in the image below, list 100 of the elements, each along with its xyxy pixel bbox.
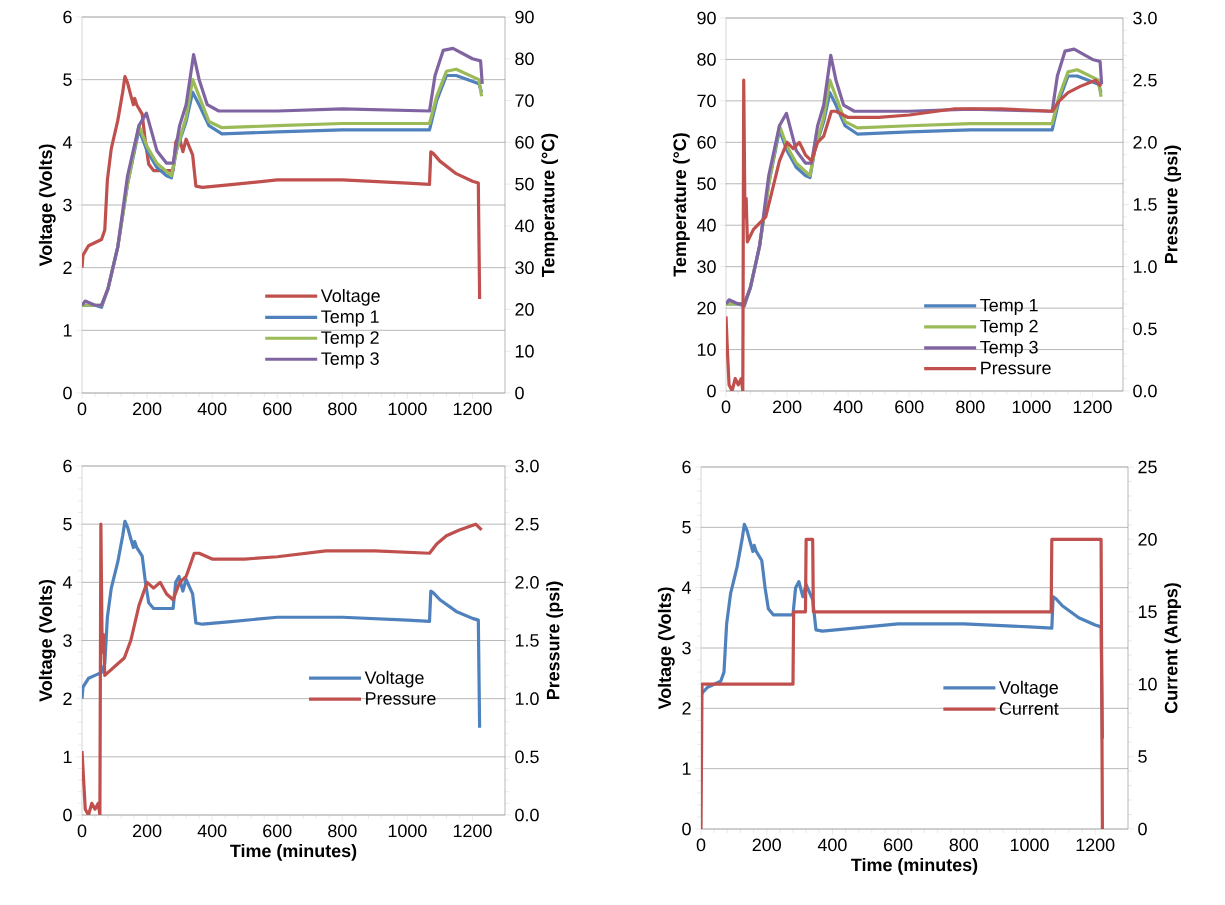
y2-tick-label: 3.0 bbox=[1133, 11, 1157, 25]
y2-tick-label: 10 bbox=[1138, 677, 1157, 691]
y-tick-label: 3 bbox=[63, 634, 72, 647]
y-axis-title: Temperature (°C) bbox=[672, 133, 690, 277]
y-axis-title: Voltage (Volts) bbox=[657, 587, 675, 710]
y2-axis-title: Current (Amps) bbox=[1164, 583, 1182, 714]
y2-tick-label: 1.0 bbox=[1133, 260, 1157, 273]
y-tick-label: 5 bbox=[63, 73, 72, 86]
y-tick-label: 3 bbox=[63, 198, 72, 212]
y2-tick-label: 2.0 bbox=[515, 575, 539, 589]
legend-label: Voltage bbox=[999, 680, 1058, 698]
x-tick-label: 1200 bbox=[453, 824, 492, 838]
y-tick-label: 10 bbox=[697, 343, 716, 356]
x-tick-label: 0 bbox=[77, 402, 87, 416]
y2-tick-label: 0.5 bbox=[1133, 322, 1157, 336]
y2-tick-label: 2.5 bbox=[1133, 73, 1157, 87]
y2-tick-label: 20 bbox=[1138, 533, 1157, 546]
legend-label: Voltage bbox=[364, 670, 424, 688]
x-tick-label: 600 bbox=[263, 824, 292, 838]
x-tick-label: 1200 bbox=[453, 402, 492, 416]
y-tick-label: 80 bbox=[697, 53, 716, 66]
y2-axis-title: Pressure (psi) bbox=[546, 581, 564, 700]
y2-tick-label: 90 bbox=[515, 10, 534, 24]
y2-tick-label: 15 bbox=[1138, 605, 1157, 619]
y-tick-label: 1 bbox=[63, 324, 72, 337]
y-tick-label: 4 bbox=[62, 576, 72, 589]
y2-tick-label: 10 bbox=[515, 344, 534, 358]
y2-tick-label: 5 bbox=[1138, 750, 1147, 763]
y-tick-label: 1 bbox=[682, 762, 691, 775]
y2-tick-label: 0.0 bbox=[1133, 384, 1157, 398]
y2-tick-label: 2.0 bbox=[1133, 135, 1157, 149]
x-axis-title: Time (minutes) bbox=[851, 858, 978, 875]
x-tick-label: 200 bbox=[773, 400, 802, 414]
y-tick-label: 2 bbox=[63, 692, 72, 705]
x-tick-label: 800 bbox=[328, 824, 357, 838]
x-tick-label: 1000 bbox=[388, 402, 427, 416]
y-tick-label: 40 bbox=[696, 218, 716, 232]
y2-tick-label: 3.0 bbox=[515, 459, 539, 473]
y-tick-label: 90 bbox=[697, 11, 716, 25]
y-tick-label: 70 bbox=[697, 94, 716, 108]
x-tick-label: 1000 bbox=[1012, 400, 1051, 414]
y2-tick-label: 1.5 bbox=[1133, 198, 1157, 211]
legend-label: Voltage bbox=[320, 288, 380, 306]
y-tick-label: 20 bbox=[697, 301, 716, 315]
y2-tick-label: 40 bbox=[514, 219, 534, 233]
legend-label: Pressure bbox=[366, 692, 436, 705]
x-axis-title: Time (minutes) bbox=[230, 844, 357, 861]
y2-tick-label: 30 bbox=[515, 261, 534, 274]
y-tick-label: 30 bbox=[697, 260, 716, 274]
y-tick-label: 3 bbox=[682, 641, 691, 655]
x-tick-label: 0 bbox=[721, 400, 731, 414]
y-tick-label: 2 bbox=[682, 702, 691, 715]
x-tick-label: 800 bbox=[949, 838, 979, 852]
legend-label: Temp 3 bbox=[980, 340, 1038, 358]
y-tick-label: 6 bbox=[63, 459, 72, 473]
legend-label: Temp 2 bbox=[980, 319, 1038, 337]
x-tick-label: 400 bbox=[833, 400, 863, 414]
y2-axis-title: Temperature (°C) bbox=[541, 133, 559, 277]
x-tick-label: 200 bbox=[752, 838, 781, 852]
y-tick-label: 5 bbox=[63, 517, 72, 531]
legend-label: Temp 2 bbox=[321, 331, 379, 348]
y-tick-label: 60 bbox=[697, 135, 716, 149]
x-tick-label: 1000 bbox=[1010, 838, 1049, 852]
y-axis-title: Voltage (Volts) bbox=[38, 144, 56, 267]
x-tick-label: 600 bbox=[263, 402, 292, 416]
y-tick-label: 2 bbox=[63, 261, 72, 274]
y-tick-label: 4 bbox=[681, 581, 691, 594]
y-tick-label: 6 bbox=[63, 10, 72, 24]
x-tick-label: 1200 bbox=[1073, 400, 1112, 414]
y-tick-label: 1 bbox=[63, 750, 72, 763]
y2-tick-label: 70 bbox=[515, 94, 534, 107]
y-tick-label: 50 bbox=[697, 177, 716, 191]
y2-tick-label: 0 bbox=[515, 386, 524, 400]
y2-tick-label: 50 bbox=[515, 177, 534, 191]
y2-tick-label: 2.5 bbox=[515, 517, 539, 531]
legend-label: Temp 1 bbox=[980, 298, 1038, 316]
y-axis-title: Voltage (Volts) bbox=[38, 579, 56, 702]
y2-tick-label: 0.0 bbox=[515, 808, 539, 822]
y-tick-label: 0 bbox=[63, 808, 72, 822]
legend-label: Temp 3 bbox=[321, 352, 379, 369]
y2-tick-label: 60 bbox=[515, 135, 534, 149]
legend-label: Temp 1 bbox=[321, 310, 379, 327]
y2-tick-label: 1.0 bbox=[515, 692, 539, 706]
y2-tick-label: 20 bbox=[515, 303, 534, 316]
y2-tick-label: 1.5 bbox=[515, 634, 539, 647]
x-tick-label: 800 bbox=[328, 402, 357, 416]
y2-tick-label: 0.5 bbox=[515, 750, 539, 764]
x-tick-label: 800 bbox=[956, 400, 985, 414]
x-tick-label: 400 bbox=[817, 838, 847, 852]
y-tick-label: 5 bbox=[682, 521, 691, 534]
x-tick-label: 200 bbox=[133, 824, 162, 838]
x-tick-label: 600 bbox=[895, 400, 924, 414]
y2-tick-label: 80 bbox=[515, 52, 534, 66]
x-tick-label: 400 bbox=[197, 824, 227, 838]
y-tick-label: 4 bbox=[62, 136, 72, 149]
x-tick-label: 0 bbox=[77, 824, 87, 838]
x-tick-label: 200 bbox=[133, 402, 162, 416]
legend-label: Pressure bbox=[981, 361, 1051, 375]
y-tick-label: 6 bbox=[682, 460, 691, 474]
y-tick-label: 0 bbox=[63, 386, 72, 400]
